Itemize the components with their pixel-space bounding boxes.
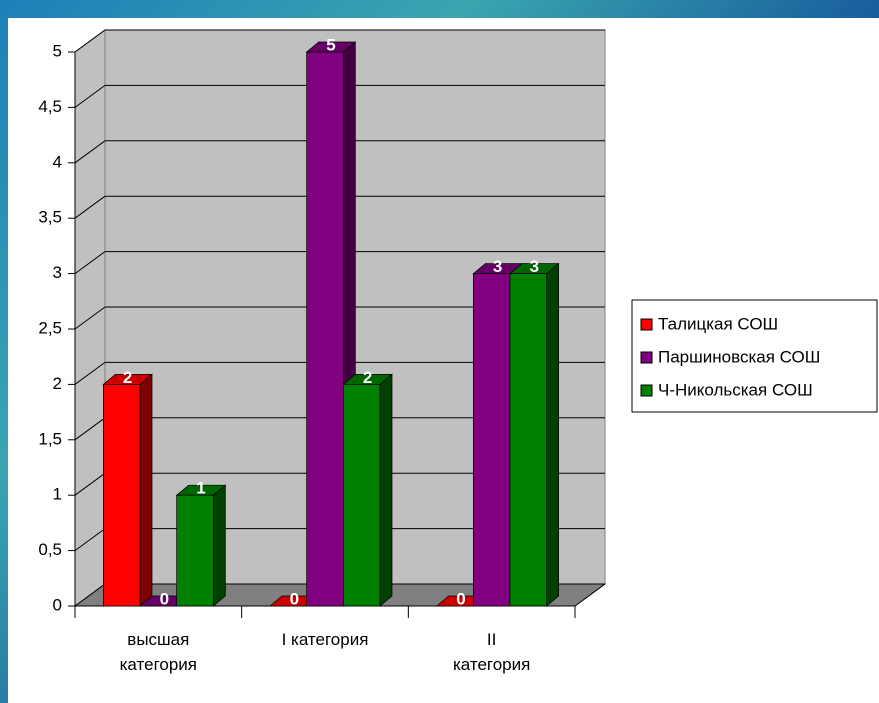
bar-side (139, 373, 153, 607)
x-axis-depth (574, 583, 606, 607)
data-label: 1 (196, 479, 205, 498)
bar (176, 494, 214, 607)
x-tick-label: I категория (281, 630, 369, 649)
grid-line (74, 29, 106, 53)
data-label: 2 (363, 368, 372, 387)
grid-line (74, 251, 106, 275)
data-label: 0 (456, 589, 465, 608)
bar (472, 273, 511, 607)
bar-side (546, 262, 560, 607)
grid-line (74, 417, 106, 441)
grid-line (74, 361, 106, 385)
y-tick-label: 1,5 (38, 429, 62, 448)
grid-line (74, 140, 106, 164)
x-tick-label: II категория (452, 630, 531, 674)
legend-label: Талицкая СОШ (658, 314, 778, 333)
y-tick-label: 5 (53, 41, 62, 60)
legend-swatch (640, 318, 653, 331)
y-tick-label: 0 (53, 595, 62, 614)
bar (102, 384, 141, 607)
grid-line (74, 472, 106, 496)
data-label: 3 (530, 257, 539, 276)
bar (306, 51, 344, 607)
y-tick-label: 4 (53, 152, 62, 171)
legend-label: Паршиновская СОШ (658, 347, 820, 366)
bar-side (212, 484, 226, 607)
bar (509, 273, 548, 607)
y-tick-label: 0,5 (38, 540, 62, 559)
data-label: 3 (493, 257, 502, 276)
y-tick-label: 3,5 (38, 208, 62, 227)
legend-label: Ч-Никольская СОШ (658, 380, 813, 399)
data-label: 0 (160, 589, 169, 608)
grid-line (74, 195, 106, 219)
legend-swatch (640, 384, 653, 397)
legend-swatch (640, 351, 653, 364)
data-label: 2 (123, 368, 132, 387)
y-tick-label: 2 (53, 374, 62, 393)
grid-line (74, 583, 106, 607)
bar (342, 384, 381, 607)
bar-side (379, 373, 393, 607)
y-tick-label: 1 (53, 485, 62, 504)
grid-line (74, 306, 106, 330)
grid-line (74, 528, 106, 552)
data-label: 5 (326, 35, 335, 54)
y-tick-label: 2,5 (38, 318, 62, 337)
y-tick-label: 4,5 (38, 97, 62, 116)
x-tick-label: высшая категория (119, 630, 198, 674)
legend-box (631, 299, 878, 413)
data-label: 0 (290, 589, 299, 608)
y-tick-label: 3 (53, 263, 62, 282)
grid-line (74, 84, 106, 108)
